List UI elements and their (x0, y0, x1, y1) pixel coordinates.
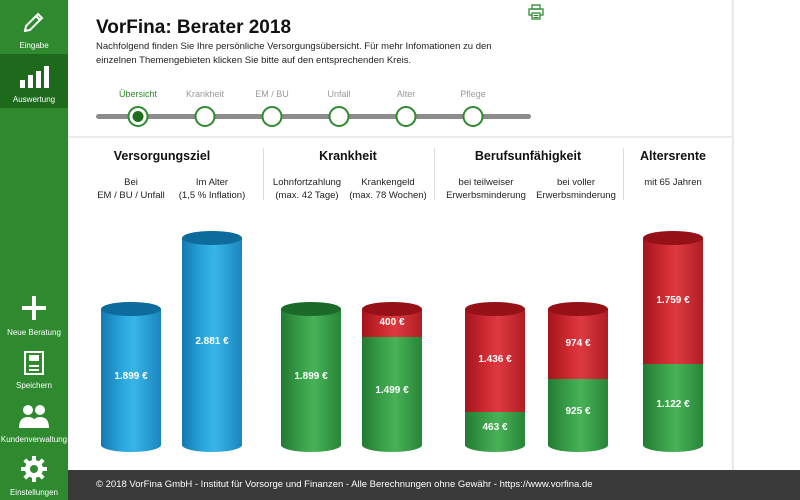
value-label: 400 € (379, 316, 405, 328)
sidebar-item-kundenverwaltung[interactable]: Kundenverwaltung (0, 398, 68, 450)
column-label: bei voller Erwerbsminderung (536, 177, 616, 201)
section-title-krankheit: Krankheit (319, 149, 377, 163)
sidebar-item-neue-beratung[interactable]: Neue Beratung (0, 290, 68, 344)
cylinder-segment-green (362, 337, 422, 445)
column-label: Bei EM / BU / Unfall (97, 177, 165, 201)
sidebar-label: Auswertung (12, 95, 56, 104)
value-label: 463 € (482, 422, 508, 434)
step-label-em-bu: EM / BU (255, 89, 289, 99)
step-alter[interactable] (395, 106, 417, 127)
value-label: 1.759 € (656, 295, 690, 307)
sidebar-label: Eingabe (19, 41, 49, 50)
sidebar-label: Neue Beratung (7, 328, 61, 337)
step-label-krankheit: Krankheit (185, 89, 225, 99)
cylinder-segment-green (643, 364, 703, 445)
step-label-unfall: Unfall (327, 89, 351, 99)
sidebar: Eingabe Auswertung Neue Beratung Speiche… (0, 0, 68, 500)
value-label: 2.881 € (195, 335, 229, 347)
cylinder-top (101, 301, 161, 316)
step-label-alter: Alter (396, 89, 416, 99)
cylinder-segment-green (548, 378, 608, 445)
page-title: VorFina: Berater 2018 (96, 17, 292, 38)
cylinder-segment-blue (101, 308, 161, 445)
footer: © 2018 VorFina GmbH - Institut für Vorso… (68, 470, 800, 500)
cylinder-top (465, 301, 525, 316)
step-label-pflege: Pflege (460, 89, 486, 99)
column-label: Im Alter (1,5 % Inflation) (178, 177, 246, 201)
step-unfall[interactable] (328, 106, 350, 127)
step-pflege[interactable] (462, 106, 484, 127)
section-title-versorgungsziel: Versorgungsziel (113, 149, 211, 163)
cylinder-top (643, 231, 703, 245)
value-label: 1.899 € (294, 370, 328, 382)
cylinder-segment-green (281, 308, 341, 445)
sidebar-label: Kundenverwaltung (0, 435, 68, 444)
plus-icon (22, 296, 46, 320)
step-krankheit[interactable] (194, 106, 216, 127)
sidebar-item-speichern[interactable]: Speichern (0, 346, 68, 396)
step-label-uebersicht: Übersicht (118, 89, 158, 99)
cylinder-top (548, 301, 608, 316)
bar-chart-icon (20, 66, 49, 88)
divider (263, 148, 264, 200)
cylinder-segment-red (548, 308, 608, 379)
value-label: 1.122 € (656, 398, 690, 410)
stepper-track (96, 114, 531, 119)
right-margin (734, 0, 800, 470)
gear-icon (21, 456, 47, 482)
cylinder-segment-red (465, 308, 525, 412)
step-em-bu[interactable] (261, 106, 283, 127)
users-icon (19, 405, 49, 428)
column-label: mit 65 Jahren (644, 177, 702, 188)
intro-text: Nachfolgend finden Sie Ihre persönliche … (96, 41, 492, 66)
divider (623, 148, 624, 200)
sidebar-item-auswertung[interactable]: Auswertung (0, 54, 68, 108)
pencil-icon (23, 12, 44, 33)
section-title-altersrente: Altersrente (640, 149, 706, 163)
sidebar-label: Speichern (15, 381, 53, 390)
cylinder-top (281, 301, 341, 316)
step-uebersicht[interactable] (127, 106, 149, 127)
value-label: 974 € (565, 337, 591, 349)
divider (434, 148, 435, 200)
cylinder-top (182, 231, 242, 245)
sidebar-item-einstellungen[interactable]: Einstellungen (0, 452, 68, 500)
section-title-berufsunfaehigkeit: Berufsunfähigkeit (474, 149, 582, 163)
value-label: 1.499 € (375, 385, 409, 397)
value-label: 1.436 € (478, 354, 512, 366)
cylinder-segment-red (643, 238, 703, 365)
column-label: bei teilweiser Erwerbsminderung (446, 177, 526, 201)
sidebar-item-eingabe[interactable]: Eingabe (0, 0, 68, 54)
column-label: Krankengeld (max. 78 Wochen) (349, 177, 427, 201)
cylinder-segment-blue (182, 238, 242, 445)
floppy-disk-icon (24, 351, 44, 375)
value-label: 1.899 € (114, 370, 148, 382)
cylinder-top (362, 301, 422, 316)
printer-icon[interactable] (528, 4, 544, 20)
cylinder-segment-green (465, 411, 525, 445)
sidebar-label: Einstellungen (9, 488, 59, 497)
column-label: Lohnfortzahlung (max. 42 Tage) (272, 177, 342, 201)
value-label: 925 € (565, 405, 591, 417)
